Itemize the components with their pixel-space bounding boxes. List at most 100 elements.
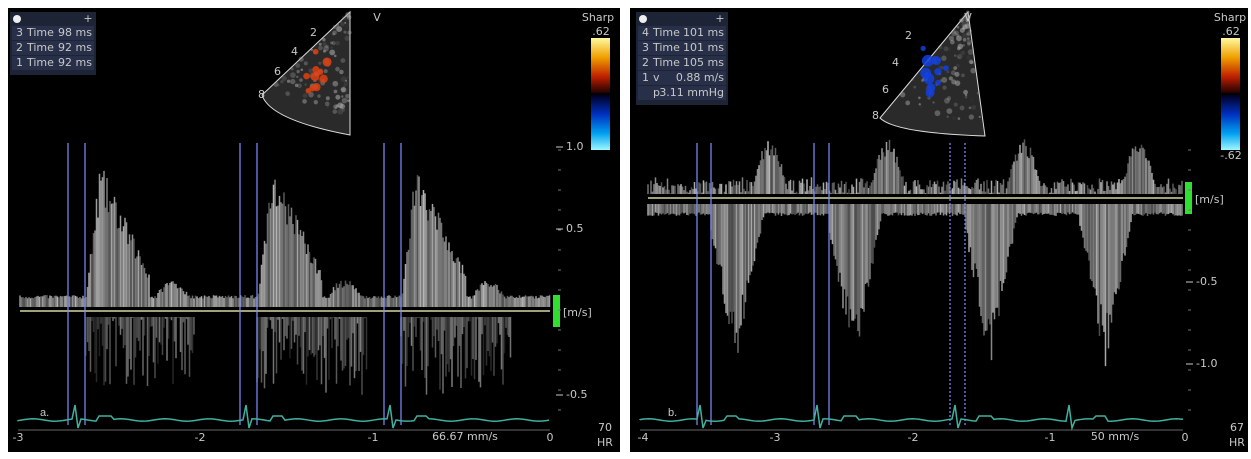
sector-speckle: [304, 83, 308, 86]
measurement-value: 0.88 m/s: [676, 71, 724, 84]
panel-label: b.: [668, 407, 677, 419]
sector-speckle: [303, 61, 308, 66]
sector-speckle: [971, 48, 975, 52]
sweep-speed: 66.67 mm/s: [432, 430, 498, 443]
sector-speckle: [344, 53, 349, 58]
sector-speckle: [313, 100, 318, 105]
measurement-index: 3: [16, 26, 23, 39]
sector-speckle: [967, 49, 974, 55]
measurement-name: v: [653, 71, 660, 84]
sector-speckle: [327, 47, 329, 49]
measurement-value: 3.11 mmHg: [659, 86, 724, 99]
sector-speckle: [946, 96, 952, 101]
sector-speckle: [344, 35, 350, 41]
measurement-index: 1: [16, 56, 23, 69]
time-label: -1: [368, 431, 379, 444]
sector-speckle: [966, 46, 968, 48]
sector-speckle: [345, 12, 351, 18]
time-label: -4: [638, 431, 649, 444]
sector-speckle: [277, 84, 280, 87]
sector-speckle: [286, 79, 291, 83]
sector-speckle: [962, 26, 966, 30]
sector-speckle: [948, 76, 954, 81]
sector-speckle: [946, 115, 949, 118]
velocity-tick-label: 1.0: [566, 140, 584, 153]
sector-speckle: [325, 44, 329, 49]
sector-speckle: [965, 30, 971, 35]
box-icon: [13, 15, 21, 23]
time-label: 0: [1182, 431, 1189, 444]
sector-speckle: [948, 76, 953, 81]
sector-speckle: [956, 35, 962, 42]
color-flow: [923, 73, 935, 85]
sector-speckle: [959, 105, 965, 111]
sector-speckle: [332, 80, 338, 86]
sector-speckle: [952, 28, 956, 32]
color-flow: [921, 54, 934, 67]
sector-speckle: [298, 77, 304, 83]
sector-speckle: [344, 22, 350, 28]
sector-speckle: [322, 49, 327, 53]
sector-speckle: [336, 26, 343, 33]
sector-speckle: [953, 102, 958, 107]
sector-speckle: [286, 92, 291, 97]
measurement-row: [638, 26, 726, 40]
measurement-name: Time: [26, 41, 54, 54]
sector-speckle: [956, 40, 962, 46]
sector-speckle: [297, 83, 302, 89]
sector-speckle: [332, 25, 337, 29]
sector-speckle: [333, 54, 337, 58]
sector-speckle: [953, 54, 957, 57]
color-scale-top: .62: [592, 25, 610, 38]
sector-speckle: [333, 89, 338, 94]
sector-speckle: [290, 72, 296, 78]
sector-speckle: [918, 96, 921, 100]
sector-speckle: [954, 71, 960, 77]
box-plus: +: [715, 12, 724, 25]
measurement-name: Time: [26, 56, 54, 69]
measurement-index: 1: [642, 71, 649, 84]
heart-rate-unit: HR: [1229, 436, 1245, 449]
sector-speckle: [918, 103, 921, 106]
color-flow: [317, 69, 324, 75]
sector-speckle: [299, 78, 303, 82]
sector-speckle: [318, 45, 323, 51]
sector-speckle: [932, 101, 935, 104]
sector-speckle: [343, 17, 345, 19]
sector-speckle: [296, 75, 299, 79]
sector-speckle: [290, 78, 296, 85]
sector-speckle: [348, 10, 352, 14]
sector-speckle: [335, 104, 340, 108]
sector-speckle: [941, 55, 947, 61]
velocity-tick-label: 0.5: [566, 222, 584, 235]
sector-speckle: [273, 81, 279, 88]
sector-speckle: [326, 105, 329, 108]
sector-speckle: [963, 12, 970, 18]
sector-speckle: [346, 14, 349, 17]
sector-speckle: [340, 58, 346, 64]
sector-speckle: [978, 115, 981, 118]
measurement-index: 2: [642, 56, 649, 69]
sector-speckle: [964, 18, 969, 23]
depth-marker: 6: [882, 83, 889, 96]
color-flow: [943, 65, 949, 71]
sector-speckle: [285, 91, 290, 96]
sector-speckle: [943, 46, 949, 52]
sector-speckle: [965, 13, 969, 17]
sector-speckle: [318, 42, 322, 46]
measurement-row: [12, 56, 94, 70]
sector-speckle: [310, 48, 314, 52]
measurement-row: [638, 41, 726, 55]
sector-speckle: [957, 117, 961, 120]
color-flow: [319, 74, 328, 84]
velocity-tick-label: -1.0: [1196, 357, 1217, 370]
sector-speckle: [341, 95, 344, 98]
sector-speckle: [341, 15, 347, 20]
sector-speckle: [968, 114, 974, 120]
time-label: -3: [13, 431, 24, 444]
measurement-value: 105 ms: [683, 56, 724, 69]
sector-speckle: [337, 102, 344, 109]
sector-speckle: [345, 17, 348, 21]
sector-speckle: [954, 30, 959, 36]
sector-speckle: [334, 26, 341, 32]
